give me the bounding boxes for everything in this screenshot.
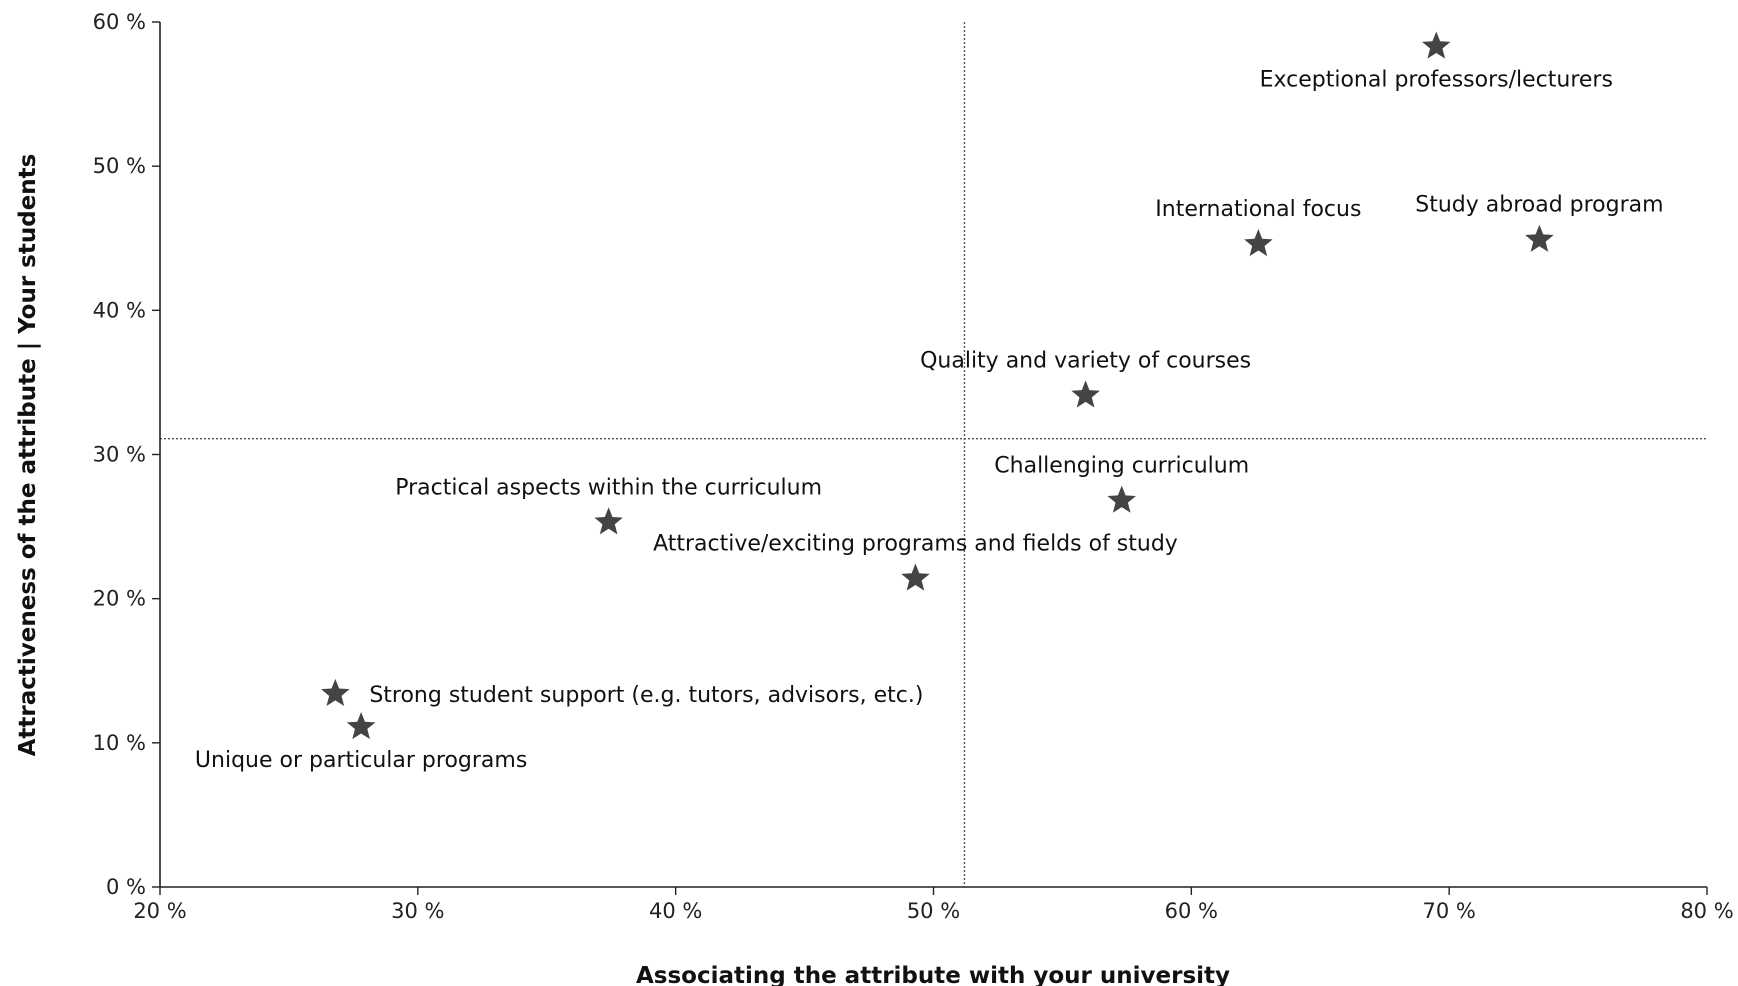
data-point-star <box>1422 31 1451 59</box>
y-axis-title: Attractiveness of the attribute | Your s… <box>15 154 41 757</box>
y-tick-label: 0 % <box>106 875 146 899</box>
data-point-star <box>1071 380 1100 408</box>
point-label: International focus <box>1155 197 1361 222</box>
x-tick-label: 60 % <box>1165 899 1218 923</box>
axes: 0 % 10 % 20 % 30 % 40 % 50 % 60 % 20 % 30 % 40 % 5… <box>93 10 1734 923</box>
point-label: Practical aspects within the curriculum <box>395 475 822 500</box>
data-point-star <box>1244 229 1273 257</box>
y-tick-label: 50 % <box>93 154 146 178</box>
y-tick-label: 20 % <box>93 587 146 611</box>
x-tick-label: 20 % <box>133 899 186 923</box>
x-tick-label: 70 % <box>1422 899 1475 923</box>
point-label: Study abroad program <box>1415 193 1663 218</box>
data-point-star <box>321 678 350 706</box>
data-points <box>321 31 1554 740</box>
x-tick-label: 40 % <box>649 899 702 923</box>
point-label: Strong student support (e.g. tutors, adv… <box>369 683 923 708</box>
data-point-star <box>901 563 930 591</box>
y-tick-label: 10 % <box>93 731 146 755</box>
x-tick-label: 30 % <box>391 899 444 923</box>
data-point-star <box>594 507 623 535</box>
x-axis-title: Associating the attribute with your univ… <box>636 963 1230 986</box>
point-label: Exceptional professors/lecturers <box>1260 68 1613 93</box>
point-label: Quality and variety of courses <box>920 348 1251 373</box>
point-label: Attractive/exciting programs and fields … <box>653 531 1178 556</box>
reference-lines <box>160 22 1707 887</box>
x-tick-label: 80 % <box>1680 899 1733 923</box>
point-labels: Exceptional professors/lecturers Internat… <box>195 68 1664 773</box>
data-point-star <box>1525 224 1554 252</box>
y-tick-label: 60 % <box>93 10 146 34</box>
y-tick-label: 40 % <box>93 298 146 322</box>
point-label: Unique or particular programs <box>195 748 527 773</box>
x-tick-label: 50 % <box>907 899 960 923</box>
data-point-star <box>1107 485 1136 513</box>
point-label: Challenging curriculum <box>994 454 1249 479</box>
y-tick-label: 30 % <box>93 443 146 467</box>
data-point-star <box>346 711 376 740</box>
